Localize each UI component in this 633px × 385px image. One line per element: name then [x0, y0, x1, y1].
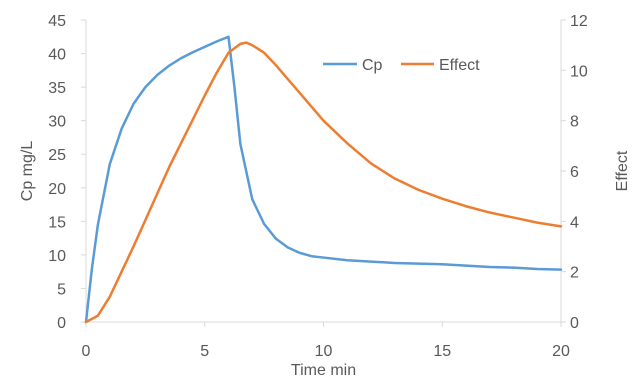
y2-tick-label: 4	[570, 214, 579, 231]
x-axis-label: Time min	[291, 362, 356, 379]
y-tick-label: 25	[48, 147, 66, 164]
y-tick-label: 0	[57, 315, 66, 332]
y2-tick-label: 6	[570, 164, 579, 181]
legend-label-cp: Cp	[362, 57, 383, 74]
labels-layer: Time min Cp mg/L Effect	[19, 141, 631, 379]
y-tick-label: 45	[48, 13, 66, 30]
y-tick-label: 30	[48, 114, 66, 131]
y-tick-label: 10	[48, 248, 66, 265]
x-tick-label: 5	[200, 343, 209, 360]
x-tick-label: 0	[82, 343, 91, 360]
legend: Cp Effect	[323, 57, 480, 74]
y-tick-label: 5	[57, 281, 66, 298]
y2-tick-label: 12	[570, 13, 588, 30]
series-line-cp	[84, 35, 563, 324]
x-tick-label: 10	[315, 343, 333, 360]
y-tick-label: 35	[48, 80, 66, 97]
y-tick-label: 40	[48, 47, 66, 64]
series-line-effect	[84, 41, 563, 324]
y2-tick-label: 2	[570, 265, 579, 282]
y-axis-label: Cp mg/L	[19, 141, 36, 202]
y2-tick-label: 10	[570, 63, 588, 80]
y2-tick-label: 8	[570, 114, 579, 131]
y-tick-label: 15	[48, 214, 66, 231]
x-tick-label: 15	[433, 343, 451, 360]
y2-axis-label: Effect	[614, 150, 631, 191]
legend-label-effect: Effect	[439, 57, 480, 74]
y-tick-label: 20	[48, 181, 66, 198]
x-tick-label: 20	[552, 343, 570, 360]
series-layer	[84, 35, 563, 324]
y2-tick-label: 0	[570, 315, 579, 332]
